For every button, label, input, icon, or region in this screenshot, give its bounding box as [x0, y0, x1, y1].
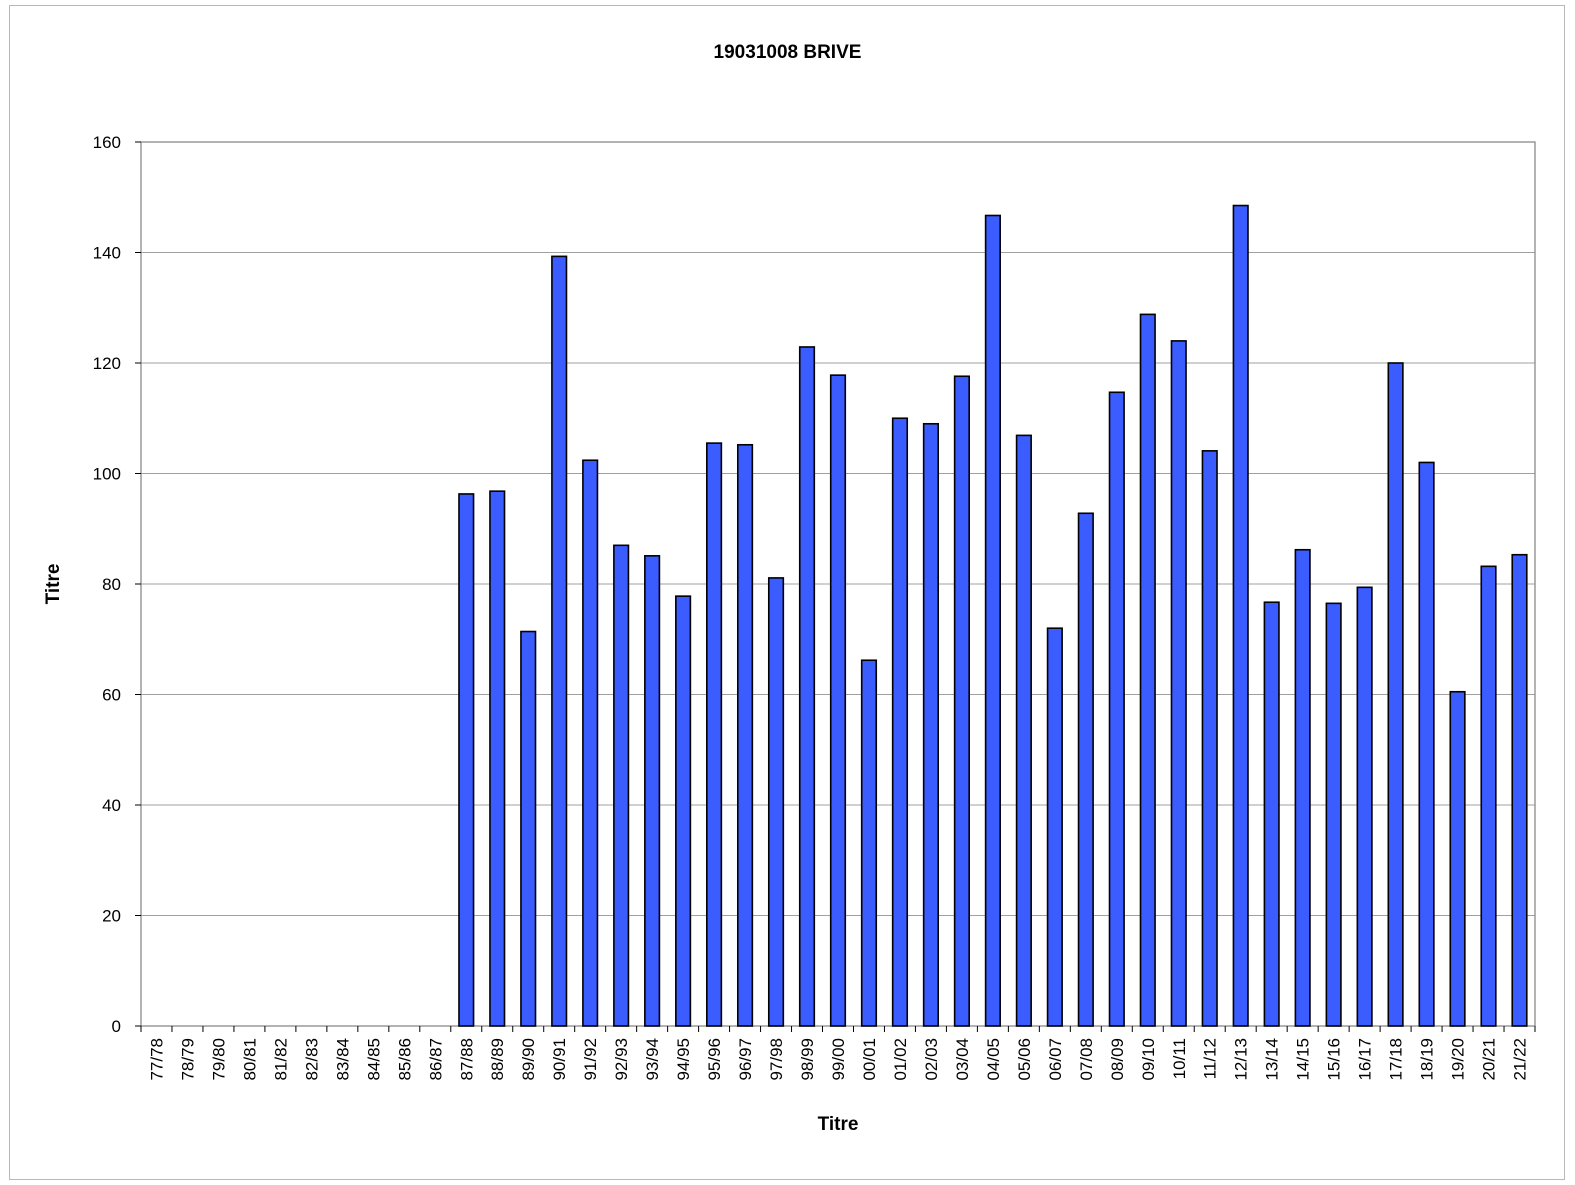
x-tick-label: 95/96: [705, 1038, 724, 1081]
bar-10-11: [1170, 340, 1187, 1027]
x-tick-label: 02/03: [922, 1038, 941, 1081]
bar-95-96: [706, 442, 723, 1027]
bars: [458, 204, 1528, 1027]
x-tick-label: 17/18: [1387, 1038, 1406, 1081]
y-tick-label: 0: [112, 1017, 121, 1036]
bar-87-88: [458, 493, 475, 1027]
x-tick-label: 07/08: [1077, 1038, 1096, 1081]
x-tick-label: 13/14: [1263, 1038, 1282, 1081]
x-tick-label: 86/87: [426, 1038, 445, 1081]
x-tick-label: 08/09: [1108, 1038, 1127, 1081]
x-tick-label: 85/86: [395, 1038, 414, 1081]
x-tick-label: 19/20: [1449, 1038, 1468, 1081]
y-tick-label: 120: [93, 354, 121, 373]
bar-91-92: [582, 459, 599, 1027]
bar-12-13: [1232, 204, 1249, 1027]
x-tick-label: 80/81: [240, 1038, 259, 1081]
x-tick-label: 03/04: [953, 1038, 972, 1081]
x-tick-label: 88/89: [488, 1038, 507, 1081]
x-tick-label: 96/97: [736, 1038, 755, 1081]
y-tick-label: 20: [102, 907, 121, 926]
x-tick-label: 21/22: [1511, 1038, 1530, 1081]
bar-03-04: [953, 375, 970, 1027]
bar-88-89: [489, 490, 506, 1027]
bar-17-18: [1387, 362, 1404, 1027]
chart-title: 19031008 BRIVE: [713, 42, 862, 63]
bar-02-03: [922, 422, 940, 1027]
x-tick-label: 18/19: [1418, 1038, 1437, 1081]
bar-21-22: [1511, 553, 1528, 1027]
y-tick-label: 60: [102, 686, 121, 705]
x-tick-label: 04/05: [984, 1038, 1003, 1081]
y-axis-ticks: 0 20 40 60 80 100 120 140 160: [93, 133, 141, 1036]
x-tick-label: 91/92: [581, 1038, 600, 1081]
x-tick-label: 90/91: [550, 1038, 569, 1081]
bar-18-19: [1418, 461, 1435, 1027]
bar-93-94: [644, 555, 661, 1027]
x-tick-label: 82/83: [302, 1038, 321, 1081]
bar-08-09: [1108, 391, 1125, 1027]
bar-15-16: [1325, 602, 1342, 1027]
x-tick-label: 09/10: [1139, 1038, 1158, 1081]
x-tick-label: 12/13: [1232, 1038, 1251, 1081]
x-tick-label: 14/15: [1294, 1038, 1313, 1081]
y-tick-label: 100: [93, 465, 121, 484]
y-axis-title: Titre: [43, 564, 64, 605]
bar-04-05: [984, 214, 1001, 1027]
x-tick-label: 10/11: [1170, 1038, 1189, 1079]
x-tick-label: 77/78: [147, 1038, 166, 1081]
bar-13-14: [1263, 601, 1280, 1027]
x-tick-label: 98/99: [798, 1038, 817, 1081]
x-tick-label: 16/17: [1356, 1038, 1375, 1081]
x-tick-label: 01/02: [891, 1038, 910, 1081]
x-tick-label: 78/79: [178, 1038, 197, 1081]
bar-11-12: [1201, 450, 1218, 1027]
bar-05-06: [1015, 434, 1032, 1027]
x-axis-ticks: 77/78 78/79 79/80 80/81 81/82 82/83 83/84 84/85…: [140, 1026, 1536, 1081]
x-axis-title: Titre: [818, 1114, 859, 1135]
bar-00-01: [860, 659, 878, 1027]
bar-94-95: [675, 595, 692, 1027]
bar-89-90: [520, 630, 537, 1027]
bar-09-10: [1139, 313, 1156, 1027]
x-tick-label: 97/98: [767, 1038, 786, 1081]
bar-06-07: [1046, 627, 1063, 1027]
bar-98-99: [798, 346, 816, 1027]
x-tick-label: 83/84: [333, 1038, 352, 1081]
x-tick-label: 00/01: [860, 1038, 879, 1081]
bar-96-97: [736, 443, 754, 1027]
y-tick-label: 80: [102, 575, 121, 594]
bar-07-08: [1077, 512, 1094, 1027]
bar-01-02: [891, 417, 909, 1027]
x-tick-label: 81/82: [271, 1038, 290, 1081]
bar-97-98: [767, 577, 785, 1027]
x-tick-label: 11/12: [1201, 1038, 1220, 1079]
x-tick-label: 84/85: [364, 1038, 383, 1081]
bar-14-15: [1294, 548, 1311, 1027]
x-tick-label: 89/90: [519, 1038, 538, 1081]
x-tick-label: 15/16: [1325, 1038, 1344, 1081]
bar-19-20: [1449, 690, 1466, 1027]
x-tick-label: 20/21: [1480, 1038, 1499, 1081]
bar-20-21: [1480, 565, 1497, 1027]
bar-92-93: [613, 544, 630, 1027]
x-tick-label: 94/95: [674, 1038, 693, 1081]
bar-90-91: [551, 255, 568, 1027]
x-tick-label: 87/88: [457, 1038, 476, 1081]
bar-16-17: [1356, 586, 1373, 1027]
y-tick-label: 40: [102, 796, 121, 815]
x-tick-label: 06/07: [1046, 1038, 1065, 1081]
bar-99-00: [829, 374, 847, 1027]
x-tick-label: 79/80: [209, 1038, 228, 1081]
x-tick-label: 93/94: [643, 1038, 662, 1081]
y-tick-label: 160: [93, 133, 121, 152]
x-tick-label: 99/00: [829, 1038, 848, 1081]
x-tick-label: 92/93: [612, 1038, 631, 1081]
y-tick-label: 140: [93, 244, 121, 263]
x-tick-label: 05/06: [1015, 1038, 1034, 1081]
